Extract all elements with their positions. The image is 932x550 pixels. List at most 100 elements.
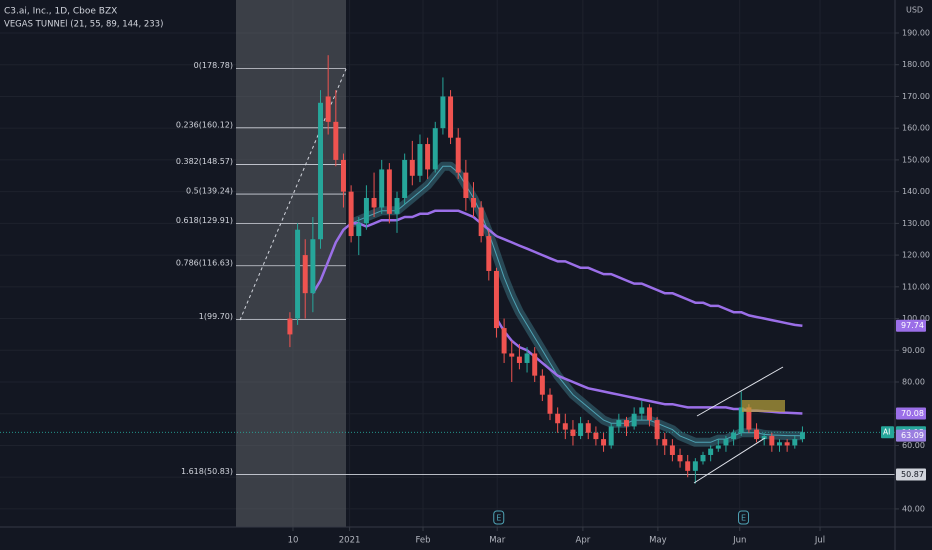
earnings-label: E: [496, 514, 501, 523]
fib-label: 1.618(50.83): [181, 467, 233, 476]
candle-body: [784, 442, 790, 446]
candle-body: [394, 197, 400, 214]
earnings-marker: [738, 510, 750, 525]
candle-body: [708, 448, 714, 455]
symbol-badge: [881, 426, 894, 439]
y-tick-label: 120.00: [902, 251, 930, 260]
candle-body: [539, 375, 545, 395]
symbol-label: AI: [883, 427, 890, 436]
candle-body: [295, 229, 301, 319]
fib-label: 0.236(160.12): [176, 120, 233, 129]
candle-body: [715, 445, 721, 449]
candle-body: [318, 102, 324, 240]
candle-body: [639, 407, 645, 414]
candle-body: [601, 439, 607, 446]
y-tick-label: 190.00: [902, 28, 930, 37]
candle-body: [746, 407, 752, 430]
earnings-label: E: [741, 514, 746, 523]
candle-body: [516, 356, 522, 363]
candle-body: [754, 429, 760, 440]
price-badge: [896, 468, 926, 481]
candle-body: [302, 255, 308, 294]
candle-body: [371, 197, 377, 208]
candle-body: [769, 435, 775, 446]
candle-body: [777, 442, 782, 446]
candle-body: [761, 435, 767, 440]
candle-body: [792, 439, 798, 446]
candle-body: [425, 144, 431, 170]
price-badge: [896, 407, 926, 420]
y-tick-label: 60.00: [902, 441, 925, 450]
candle-body: [608, 426, 614, 446]
channel-upper: [696, 366, 784, 417]
candle-body: [616, 420, 622, 427]
ma-line: [311, 209, 803, 327]
x-tick-label: 2021: [339, 536, 361, 546]
x-tick-label: Mar: [489, 536, 506, 546]
price-badge-label: 97.74: [901, 321, 924, 330]
y-tick-label: 100.00: [902, 314, 930, 323]
y-tick-label: 150.00: [902, 155, 930, 164]
fib-label: 0(178.78): [194, 61, 233, 70]
candle-body: [402, 159, 408, 198]
candle-body: [669, 445, 675, 455]
fib-label: 1(99.70): [199, 312, 233, 321]
candle-body: [662, 439, 668, 446]
candle-body: [356, 223, 362, 237]
axes: 190.00 180.00 170.00 160.00 150.00 140.00 130.…: [288, 28, 930, 545]
candle-body: [386, 169, 392, 214]
fib-levels: 0(178.78) 0.236(160.12) 0.382(148.57) 0.5(1…: [176, 61, 895, 476]
candle-body: [799, 432, 805, 440]
candle-body: [631, 413, 637, 427]
price-badge-label: 50.87: [901, 470, 924, 479]
candle-body: [463, 172, 469, 198]
candle-body: [585, 423, 591, 433]
price-badge: [896, 319, 926, 332]
y-tick-label: 130.00: [902, 219, 930, 228]
price-badge-label: 70.08: [901, 409, 924, 418]
candle-body: [524, 353, 530, 363]
indicator-lines: [0, 161, 895, 447]
price-badge-label: 63.09: [901, 431, 924, 440]
fib-box: [236, 0, 346, 527]
candle-body: [593, 432, 599, 440]
candle-body: [440, 96, 446, 129]
tunnel-line: [350, 165, 803, 443]
y-tick-label: 180.00: [902, 60, 930, 69]
chart-title: C3.ai, Inc., 1D, Cboe BZX: [4, 7, 117, 17]
x-tick-label: 10: [288, 536, 299, 546]
candle-body: [562, 423, 568, 430]
indicator-legend: VEGAS TUNNEl (21, 55, 89, 144, 233): [4, 20, 163, 30]
candle-body: [348, 191, 354, 237]
candle-body: [624, 420, 629, 427]
candle-body: [448, 96, 454, 138]
candle-body: [654, 420, 660, 440]
candle-body: [692, 461, 698, 471]
grid: [0, 0, 895, 527]
y-tick-label: 90.00: [902, 346, 925, 355]
candle-body: [333, 121, 339, 160]
candle-body: [509, 353, 515, 357]
candle-body: [493, 270, 499, 329]
candle-body: [738, 407, 744, 433]
y-tick-label: 80.00: [902, 378, 925, 387]
candle-body: [471, 197, 476, 208]
fib-label: 0.382(148.57): [176, 157, 233, 166]
price-badge: [896, 429, 926, 442]
highlight-box: [742, 400, 785, 412]
candle-body: [310, 239, 316, 294]
candle-body: [731, 432, 737, 440]
fib-label: 0.5(139.24): [186, 187, 233, 196]
x-tick-label: May: [649, 536, 667, 546]
candle-body: [478, 207, 484, 237]
currency: USD: [906, 6, 923, 15]
fib-label: 0.786(116.63): [176, 258, 233, 267]
earnings-marker: [493, 510, 505, 525]
candle-body: [409, 159, 415, 176]
candle-body: [555, 413, 561, 424]
candle-body: [532, 353, 538, 376]
candle-body: [432, 128, 438, 170]
candle-body: [417, 144, 423, 176]
